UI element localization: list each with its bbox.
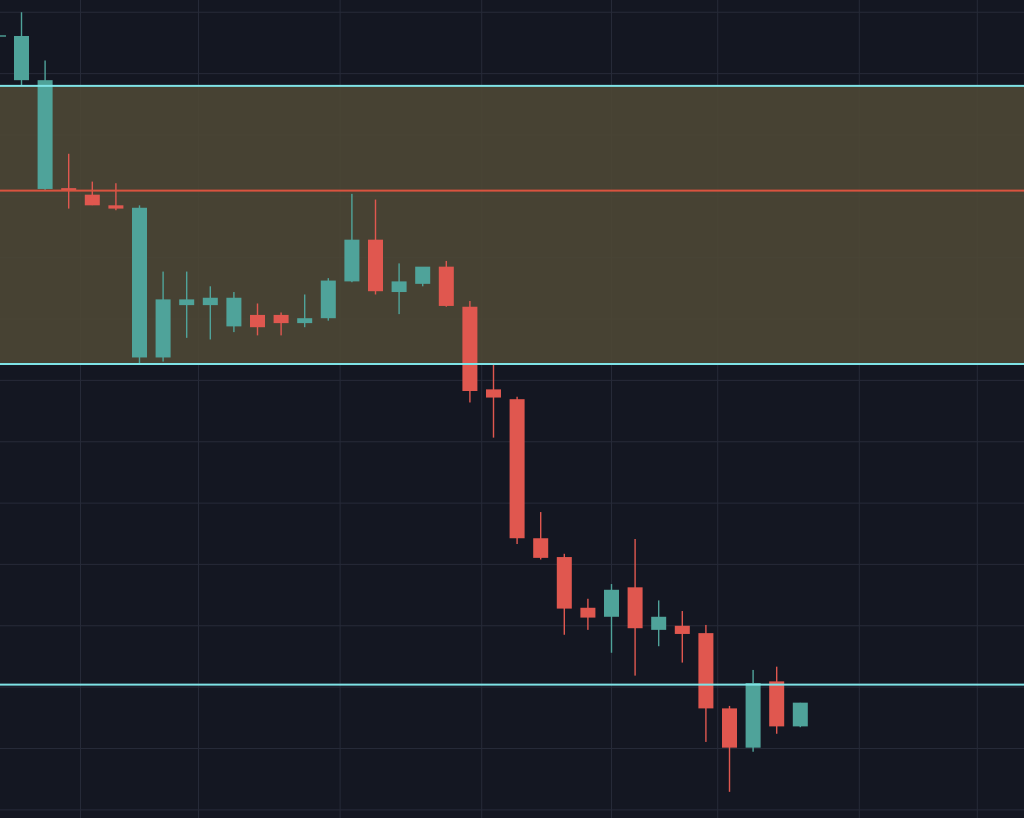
- candle-body: [533, 538, 549, 558]
- candle-up: [320, 278, 336, 321]
- candle-body: [391, 281, 407, 293]
- candle-body: [273, 314, 289, 324]
- candle-body: [320, 280, 336, 319]
- candle-body: [674, 625, 690, 634]
- candle-body: [344, 239, 360, 282]
- candle-body: [556, 557, 572, 609]
- candle-body: [745, 683, 761, 748]
- candle-body: [179, 299, 195, 306]
- zone-fill: [0, 85, 1024, 365]
- candle-up: [792, 702, 808, 728]
- candle-up: [604, 584, 619, 653]
- candle-body: [61, 188, 77, 191]
- candle-up: [132, 205, 147, 365]
- candle-up: [297, 294, 313, 328]
- candle-up: [179, 271, 195, 338]
- candle-down: [250, 303, 265, 336]
- candle-body: [250, 314, 265, 328]
- candle-down: [108, 183, 124, 211]
- candle-body: [132, 207, 147, 358]
- candle-body: [509, 399, 525, 539]
- candle-down: [698, 624, 714, 742]
- candle-body: [84, 194, 100, 206]
- horizontal-levels: [0, 35, 1024, 686]
- candle-down: [722, 705, 737, 792]
- candle-up: [155, 271, 171, 362]
- candle-body: [438, 266, 454, 306]
- candle-down: [627, 539, 643, 676]
- candle-up: [344, 193, 360, 283]
- candle-body: [415, 266, 431, 284]
- candle-body: [486, 389, 501, 398]
- candle-down: [486, 364, 501, 438]
- candle-body: [604, 589, 619, 617]
- candle-body: [14, 35, 29, 81]
- candle-down: [769, 666, 785, 734]
- candle-up: [415, 266, 431, 287]
- candle-down: [368, 199, 383, 295]
- candle-body: [651, 616, 667, 630]
- candle-up: [14, 12, 29, 86]
- candle-body: [580, 607, 596, 618]
- candle-body: [792, 702, 808, 727]
- candle-down: [61, 153, 77, 209]
- candle-body: [108, 205, 124, 209]
- candle-down: [509, 396, 525, 544]
- candle-body: [226, 297, 242, 327]
- candle-body: [722, 708, 737, 748]
- candles: [14, 12, 808, 792]
- candle-down: [533, 512, 549, 560]
- candle-body: [698, 633, 714, 709]
- candle-down: [84, 181, 100, 206]
- candle-up: [37, 60, 53, 190]
- candle-down: [556, 553, 572, 635]
- candle-body: [368, 239, 383, 292]
- candle-up: [745, 669, 761, 752]
- candle-up: [226, 292, 242, 333]
- candle-up: [391, 263, 407, 315]
- resistance-zone: [0, 85, 1024, 365]
- candle-body: [769, 681, 785, 727]
- candle-body: [297, 318, 313, 324]
- candle-body: [155, 299, 171, 358]
- candle-body: [202, 297, 218, 306]
- candle-down: [462, 301, 478, 403]
- candle-body: [462, 306, 478, 392]
- candle-up: [651, 600, 667, 647]
- candle-down: [580, 598, 596, 630]
- candle-down: [674, 611, 690, 663]
- candle-body: [37, 80, 53, 189]
- candle-down: [273, 312, 289, 336]
- candle-body: [627, 587, 643, 629]
- candle-down: [438, 260, 454, 307]
- candle-up: [202, 286, 218, 340]
